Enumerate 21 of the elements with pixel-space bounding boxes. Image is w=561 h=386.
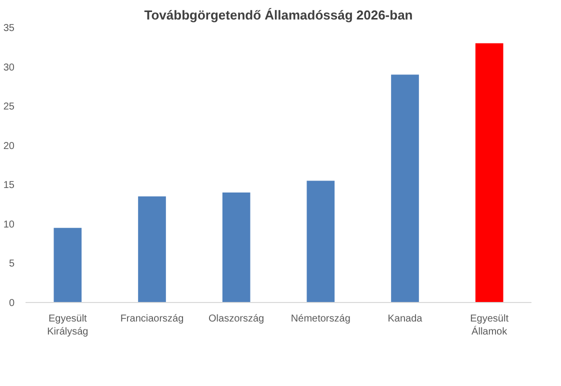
x-tick-label: Egyesült Államok: [470, 314, 509, 338]
x-tick-label: Olaszország: [208, 314, 264, 324]
bar: [222, 192, 250, 302]
bar: [54, 228, 82, 302]
x-tick-label: Egyesült Királyság: [47, 314, 88, 338]
bar: [138, 196, 166, 302]
bar: [306, 180, 335, 302]
x-tick-label: Franciaország: [120, 314, 184, 324]
y-tick-label: 5: [8, 258, 15, 270]
bar: [475, 43, 504, 302]
y-tick-label: 0: [8, 298, 15, 309]
y-tick-label: 10: [3, 219, 15, 230]
y-tick-label: 25: [3, 102, 15, 113]
x-tick-label: Kanada: [388, 314, 423, 324]
y-tick-label: 20: [3, 140, 15, 152]
y-tick-label: 35: [3, 23, 15, 34]
y-tick-label: 15: [3, 180, 15, 192]
x-tick-label: Németország: [290, 314, 350, 324]
chart-title: Továbbgörgetendő Államadósság 2026-ban: [144, 8, 413, 22]
bar: [391, 74, 419, 302]
y-tick-label: 30: [3, 62, 15, 74]
